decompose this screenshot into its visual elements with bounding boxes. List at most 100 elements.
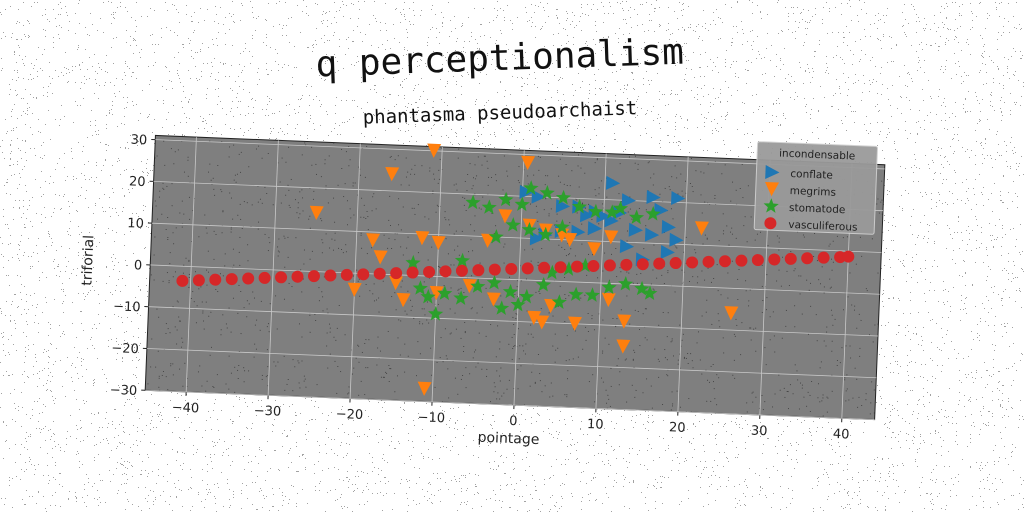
vasculiferous-point [373, 267, 386, 280]
vasculiferous-point [554, 261, 567, 274]
stomatode-point [584, 287, 600, 302]
x-gridline [185, 137, 197, 392]
y-tick-label: 0 [134, 258, 143, 273]
y-tick-label: 20 [129, 174, 146, 190]
y-tick-label: −30 [109, 383, 137, 399]
stomatode-point [521, 221, 537, 237]
megrims-point [427, 143, 442, 158]
vasculiferous-point [521, 262, 534, 275]
stomatode-point [523, 180, 539, 195]
vasculiferous-point [842, 250, 855, 263]
conflate-point [596, 208, 611, 223]
y-tick-label: 30 [130, 133, 147, 149]
stomatode-point [510, 296, 526, 312]
x-gridline [349, 143, 361, 399]
vasculiferous-point [817, 251, 830, 264]
vasculiferous-point [620, 258, 633, 271]
stomatode-point [588, 203, 604, 219]
megrims-point [617, 314, 632, 329]
stomatode-point [437, 285, 453, 301]
conflate-point [628, 222, 643, 237]
vasculiferous-point [735, 254, 748, 267]
vasculiferous-point [439, 265, 452, 278]
vasculiferous-point [603, 259, 616, 272]
x-gridline [677, 156, 689, 412]
vasculiferous-point [390, 267, 403, 280]
megrims-point [563, 232, 578, 247]
conflate-point [646, 190, 661, 205]
x-gridline [595, 153, 607, 409]
megrims-point [694, 221, 709, 236]
stomatode-point [493, 300, 510, 315]
legend-marker-conflate [765, 164, 780, 179]
conflate-point [670, 191, 686, 206]
stomatode-point [642, 285, 658, 301]
megrims-point [431, 235, 446, 251]
stomatode-point [634, 280, 650, 296]
stomatode-point [405, 254, 421, 270]
megrims-point [385, 166, 400, 182]
conflate-point [587, 221, 602, 236]
legend-title: incondensable [779, 148, 856, 163]
stomatode-point [561, 261, 577, 276]
x-tick-label: 0 [509, 414, 518, 429]
stomatode-point [618, 276, 634, 291]
conflate-point [619, 239, 635, 254]
stomatode-point [519, 288, 535, 304]
x-tick-label: 40 [833, 427, 850, 443]
vasculiferous-point [801, 252, 814, 265]
vasculiferous-point [275, 271, 288, 284]
vasculiferous-point [686, 256, 699, 269]
vasculiferous-point [768, 253, 781, 266]
y-tick-label: −20 [111, 341, 139, 357]
legend: incondensable conflate megrims stomatode vas… [753, 141, 878, 235]
stomatode-point [554, 219, 570, 234]
megrims-point [396, 292, 411, 308]
stomatode-point [470, 278, 486, 294]
legend-label-stomatode: stomatode [789, 202, 846, 216]
conflate-point [605, 175, 621, 190]
vasculiferous-point [423, 265, 436, 278]
y-tick-label: −10 [113, 299, 141, 315]
vasculiferous-point [653, 257, 666, 270]
stomatode-point [412, 280, 428, 295]
megrims-point [616, 339, 631, 354]
stomatode-point [535, 276, 552, 292]
stomatode-point [645, 205, 661, 221]
legend-marker-vasculiferous [764, 217, 777, 230]
stomatode-point [555, 189, 572, 205]
y-gridline [150, 264, 880, 295]
vasculiferous-point [455, 264, 468, 277]
stomatode-point [488, 229, 504, 244]
megrims-point [309, 205, 324, 221]
stomatode-point [502, 283, 519, 299]
x-axis-label: pointage [477, 430, 539, 448]
stomatode-point [612, 200, 629, 216]
x-tick-label: 20 [669, 420, 686, 436]
conflate-point [644, 227, 660, 242]
stomatode-point [514, 196, 530, 212]
megrims-point [366, 233, 381, 248]
stomatode-point [628, 209, 645, 225]
stomatode-point [465, 194, 481, 210]
legend-label-conflate: conflate [790, 168, 833, 182]
megrims-point [347, 282, 362, 297]
stomatode-point [604, 204, 620, 220]
conflate-point [621, 193, 636, 208]
megrims-point [373, 250, 388, 265]
conflate-point [669, 232, 684, 247]
y-gridline [145, 389, 875, 420]
stomatode-point [551, 294, 567, 309]
stomatode-point [481, 199, 497, 215]
megrims-point [389, 275, 404, 291]
megrims-point [521, 155, 536, 170]
vasculiferous-point [357, 268, 370, 281]
vasculiferous-point [291, 270, 304, 283]
x-tick-label: 30 [751, 424, 768, 440]
stomatode-point [420, 289, 436, 304]
megrims-point [527, 310, 542, 325]
vasculiferous-point [307, 270, 320, 283]
vasculiferous-point [751, 254, 764, 267]
vasculiferous-point [209, 273, 222, 286]
stomatode-point [539, 185, 555, 200]
